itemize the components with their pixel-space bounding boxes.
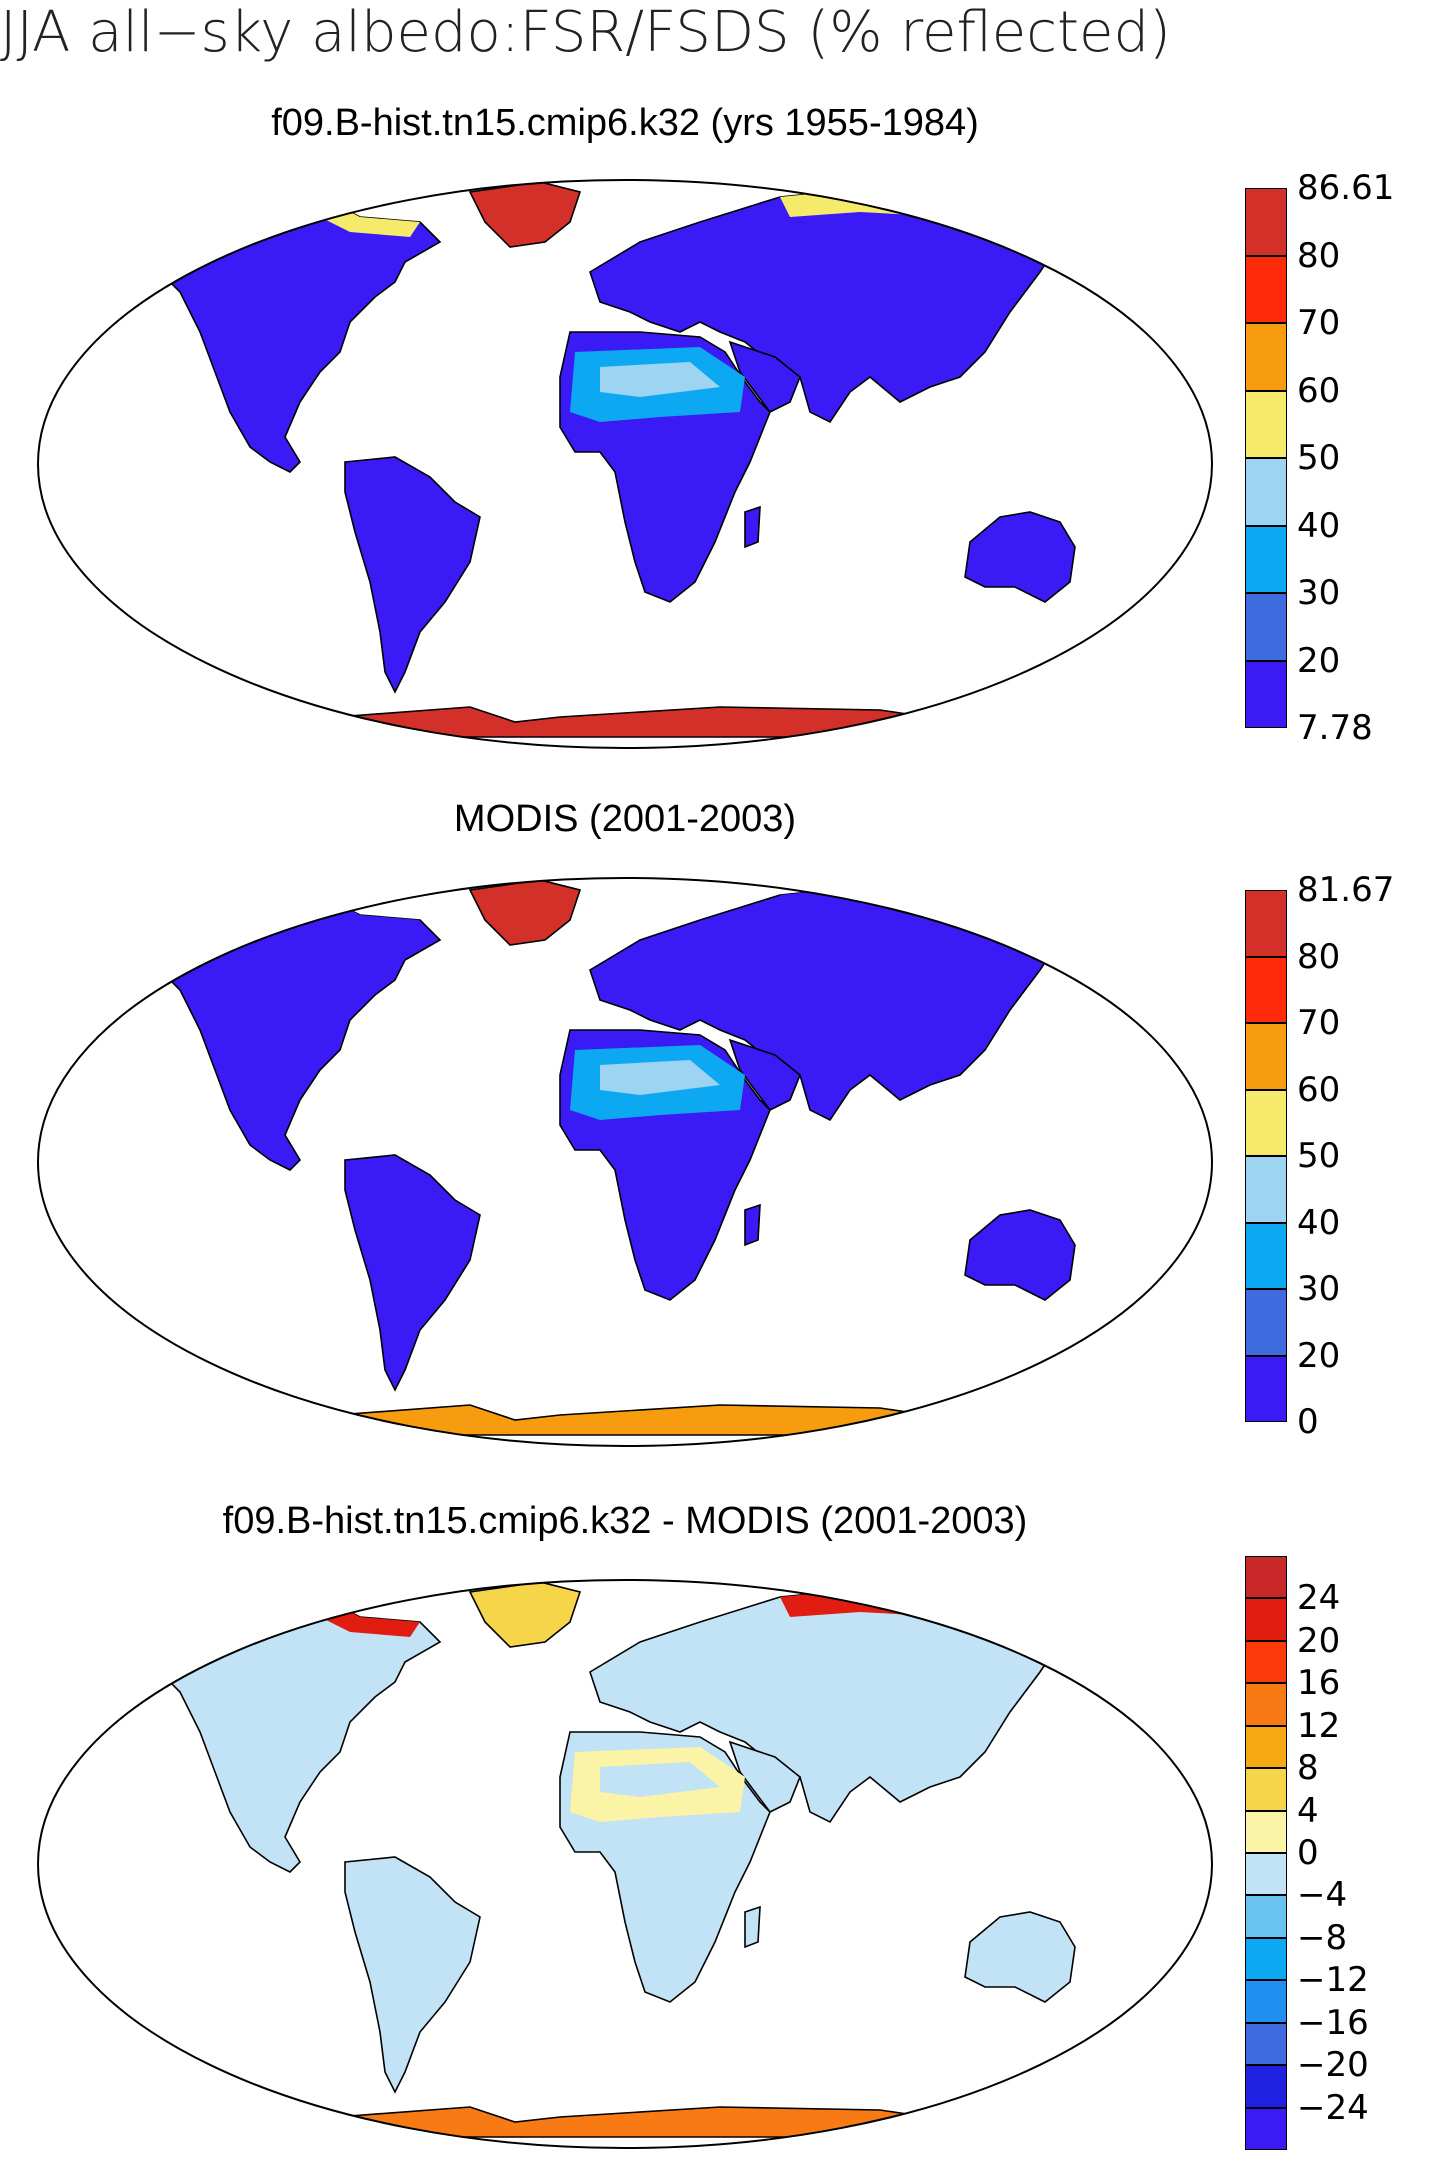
colorbar-box bbox=[1245, 188, 1287, 256]
map-land bbox=[148, 879, 1076, 1436]
landmass-madagascar bbox=[744, 1905, 761, 1949]
colorbar-tick-label: 7.78 bbox=[1297, 708, 1373, 748]
colorbar-box bbox=[1245, 1937, 1287, 1981]
colorbar-tick-label: 70 bbox=[1297, 303, 1341, 343]
colorbar-box bbox=[1245, 1810, 1287, 1853]
colorbar-box bbox=[1245, 255, 1287, 323]
colorbar-box bbox=[1245, 1222, 1287, 1289]
map-difference bbox=[37, 1579, 1213, 2149]
colorbar-box bbox=[1245, 2107, 1287, 2150]
panel-title-modis: MODIS (2001-2003) bbox=[453, 798, 797, 840]
panel-title-model: f09.B-hist.tn15.cmip6.k32 (yrs 1955-1984… bbox=[271, 102, 979, 144]
colorbar-tick-label: 80 bbox=[1297, 936, 1341, 977]
colorbar-tick-label: 16 bbox=[1297, 1663, 1341, 1704]
landmass-southAmerica bbox=[344, 456, 481, 694]
colorbar-box bbox=[1245, 1725, 1287, 1769]
landmass-greenland bbox=[468, 1581, 582, 1648]
colorbar-tick-label: −8 bbox=[1297, 1917, 1348, 1958]
colorbar-box bbox=[1245, 323, 1287, 391]
colorbar-tick-label: 20 bbox=[1297, 640, 1341, 681]
colorbar-box bbox=[1245, 1683, 1287, 1726]
colorbar-tick-label: 20 bbox=[1297, 1620, 1341, 1661]
desert-core bbox=[600, 1060, 720, 1095]
colorbar-tick-label: 4 bbox=[1297, 1790, 1319, 1831]
colorbar-tick-label: 0 bbox=[1297, 1833, 1319, 1873]
colorbar-box bbox=[1245, 1023, 1287, 1090]
figure-title: JJA all−sky albedo:FSR/FSDS (% reflected… bbox=[0, 0, 1171, 65]
colorbar-tick-label: 60 bbox=[1297, 1069, 1341, 1110]
landmass-antarctica bbox=[269, 1404, 961, 1436]
colorbar-tick-label: 40 bbox=[1297, 505, 1341, 546]
colorbar-tick-label: 0 bbox=[1297, 1402, 1319, 1442]
landmass-northAmerica bbox=[148, 1601, 442, 1873]
landmass-southAmerica bbox=[344, 1856, 481, 2094]
colorbar-box bbox=[1245, 390, 1287, 458]
landmass-australia bbox=[964, 1209, 1076, 1301]
colorbar-tick-label: −20 bbox=[1297, 2045, 1369, 2086]
map-modis bbox=[37, 877, 1213, 1447]
colorbar-box bbox=[1245, 1895, 1287, 1938]
landmass-northAmerica bbox=[148, 899, 442, 1171]
landmass-madagascar bbox=[744, 1203, 761, 1247]
colorbar-tick-label: 30 bbox=[1297, 573, 1341, 613]
colorbar-tick-label: 8 bbox=[1297, 1748, 1319, 1789]
colorbar-box bbox=[1245, 1598, 1287, 1641]
colorbar-tick-label: −16 bbox=[1297, 2002, 1369, 2043]
colorbar-tick-label: −12 bbox=[1297, 1960, 1369, 2001]
landmass-australia bbox=[964, 511, 1076, 603]
colorbar-tick-label: 50 bbox=[1297, 438, 1341, 478]
colorbar-tick-label: 12 bbox=[1297, 1705, 1341, 1746]
colorbar-tick-label: 30 bbox=[1297, 1269, 1341, 1309]
panel-title-difference: f09.B-hist.tn15.cmip6.k32 - MODIS (2001-… bbox=[222, 1500, 1028, 1542]
colorbar-box bbox=[1245, 660, 1287, 728]
colorbar-box bbox=[1245, 1640, 1287, 1684]
colorbar-box bbox=[1245, 1980, 1287, 2023]
landmass-greenland bbox=[468, 181, 582, 248]
map-model bbox=[37, 179, 1213, 749]
colorbar-box bbox=[1245, 1289, 1287, 1356]
desert-core bbox=[600, 362, 720, 397]
colorbar-box bbox=[1245, 458, 1287, 526]
map-land bbox=[148, 181, 1076, 738]
landmass-arabia bbox=[728, 1038, 801, 1112]
colorbar-box bbox=[1245, 1556, 1287, 1599]
map-frame bbox=[37, 877, 1213, 1447]
colorbar-box bbox=[1245, 2022, 1287, 2066]
colorbar-tick-label: 50 bbox=[1297, 1136, 1341, 1176]
map-frame bbox=[37, 1579, 1213, 2149]
colorbar-tick-label: 60 bbox=[1297, 370, 1341, 411]
map-frame bbox=[37, 179, 1213, 749]
landmass-madagascar bbox=[744, 505, 761, 549]
map-land bbox=[148, 1581, 1076, 2138]
colorbar-box bbox=[1245, 890, 1287, 957]
desert-core bbox=[600, 1762, 720, 1797]
colorbar-box bbox=[1245, 1853, 1287, 1896]
colorbar-box bbox=[1245, 1156, 1287, 1223]
landmass-northAmerica bbox=[148, 201, 442, 473]
landmass-southAmerica bbox=[344, 1154, 481, 1392]
colorbar-tick-label: 20 bbox=[1297, 1335, 1341, 1376]
colorbar-box bbox=[1245, 593, 1287, 661]
landmass-arabia bbox=[728, 1740, 801, 1814]
colorbar-box bbox=[1245, 2065, 1287, 2108]
colorbar-tick-label: 86.61 bbox=[1297, 168, 1395, 208]
landmass-arabia bbox=[728, 340, 801, 414]
landmass-antarctica bbox=[269, 2106, 961, 2138]
colorbar-box bbox=[1245, 956, 1287, 1023]
landmass-greenland bbox=[468, 879, 582, 946]
landmass-antarctica bbox=[269, 706, 961, 738]
colorbar-tick-label: 70 bbox=[1297, 1003, 1341, 1043]
colorbar-tick-label: 80 bbox=[1297, 235, 1341, 276]
colorbar-tick-label: 40 bbox=[1297, 1202, 1341, 1243]
colorbar-box bbox=[1245, 1768, 1287, 1811]
colorbar-box bbox=[1245, 525, 1287, 593]
colorbar-tick-label: 81.67 bbox=[1297, 870, 1395, 910]
colorbar-tick-label: −4 bbox=[1297, 1875, 1348, 1916]
landmass-australia bbox=[964, 1911, 1076, 2003]
colorbar-tick-label: 24 bbox=[1297, 1578, 1341, 1619]
colorbar-box bbox=[1245, 1355, 1287, 1422]
colorbar-box bbox=[1245, 1089, 1287, 1156]
colorbar-tick-label: −24 bbox=[1297, 2087, 1369, 2128]
